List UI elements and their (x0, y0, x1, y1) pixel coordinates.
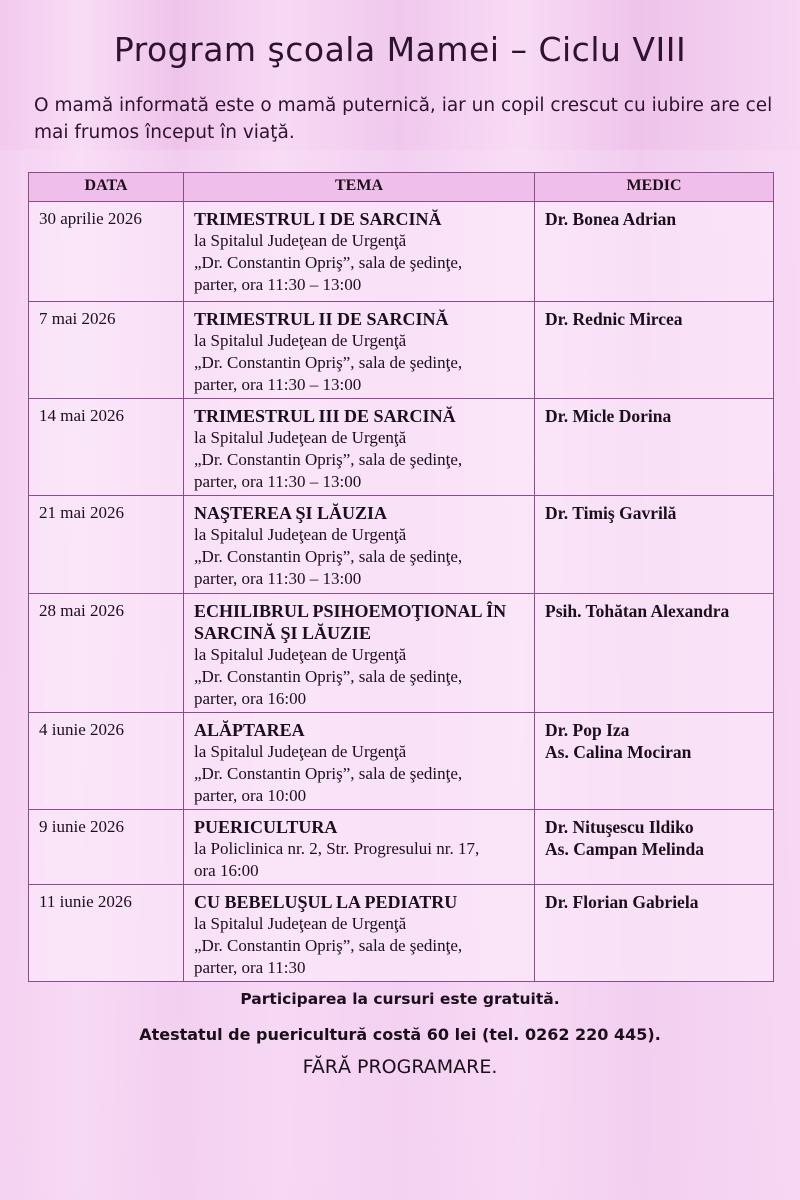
row-date: 9 iunie 2026 (28, 809, 184, 885)
topic-detail: „Dr. Constantin Opriş”, sala de şedinţe, (194, 547, 463, 566)
medic-name: Dr. Rednic Mircea (545, 309, 683, 329)
footer-no-appointment: FĂRĂ PROGRAMARE. (302, 1056, 498, 1078)
row-medic: Psih. Tohătan Alexandra (534, 593, 774, 713)
row-topic: TRIMESTRUL I DE SARCINĂ la Spitalul Judeţ… (183, 201, 535, 302)
topic-detail: ora 16:00 (194, 861, 259, 880)
topic-title: TRIMESTRUL III DE SARCINĂ (194, 406, 456, 426)
page-title: Program şcoala Mamei – Ciclu VIII (113, 30, 687, 69)
topic-detail: la Spitalul Judeţean de Urgenţă (194, 742, 407, 761)
row-topic: PUERICULTURA la Policlinica nr. 2, Str. P… (183, 809, 535, 885)
row-date: 11 iunie 2026 (28, 884, 184, 982)
topic-detail: „Dr. Constantin Opriş”, sala de şedinţe, (194, 667, 463, 686)
row-date: 7 mai 2026 (28, 301, 184, 399)
medic-name: As. Calina Mociran (545, 742, 692, 762)
header-data: DATA (28, 172, 184, 202)
topic-detail: parter, ora 16:00 (194, 689, 307, 708)
table-row: 7 mai 2026 TRIMESTRUL II DE SARCINĂ la Spi… (28, 301, 774, 399)
row-topic: TRIMESTRUL II DE SARCINĂ la Spitalul Jude… (183, 301, 535, 399)
table-row: 4 iunie 2026 ALĂPTAREA la Spitalul Judeţea… (28, 712, 774, 810)
topic-detail: „Dr. Constantin Opriş”, sala de şedinţe, (194, 764, 463, 783)
row-medic: Dr. Timiş Gavrilă (534, 495, 774, 594)
topic-detail: la Policlinica nr. 2, Str. Progresului n… (194, 839, 480, 858)
medic-name: Dr. Pop Iza (545, 720, 630, 740)
row-date: 30 aprilie 2026 (28, 201, 184, 302)
table-row: 30 aprilie 2026 TRIMESTRUL I DE SARCINĂ la… (28, 201, 774, 302)
row-date: 14 mai 2026 (28, 398, 184, 496)
topic-detail: „Dr. Constantin Opriş”, sala de şedinţe, (194, 353, 463, 372)
topic-detail: la Spitalul Judeţean de Urgenţă (194, 525, 407, 544)
row-medic: Dr. Pop Iza As. Calina Mociran (534, 712, 774, 810)
topic-title: PUERICULTURA (194, 817, 338, 837)
row-topic: CU BEBELUŞUL LA PEDIATRU la Spitalul Jude… (183, 884, 535, 982)
topic-detail: „Dr. Constantin Opriş”, sala de şedinţe, (194, 450, 463, 469)
footer-certificate: Atestatul de puericultură costă 60 lei (… (139, 1025, 661, 1044)
table-row: 9 iunie 2026 PUERICULTURA la Policlinica n… (28, 809, 774, 885)
row-topic: ALĂPTAREA la Spitalul Judeţean de Urgenţă… (183, 712, 535, 810)
row-medic: Dr. Nituşescu Ildiko As. Campan Melinda (534, 809, 774, 885)
topic-detail: parter, ora 11:30 (194, 958, 306, 977)
medic-name: Dr. Florian Gabriela (545, 892, 699, 912)
topic-title: TRIMESTRUL II DE SARCINĂ (194, 309, 449, 329)
medic-name: Dr. Bonea Adrian (545, 209, 677, 229)
topic-title: TRIMESTRUL I DE SARCINĂ (194, 209, 442, 229)
topic-detail: la Spitalul Judeţean de Urgenţă (194, 914, 407, 933)
topic-title: ALĂPTAREA (194, 720, 305, 740)
topic-detail: parter, ora 11:30 – 13:00 (194, 375, 362, 394)
topic-detail: la Spitalul Judeţean de Urgenţă (194, 331, 407, 350)
topic-detail: parter, ora 11:30 – 13:00 (194, 569, 362, 588)
row-topic: NAŞTEREA ŞI LĂUZIA la Spitalul Judeţean d… (183, 495, 535, 594)
subtitle: O mamă informată este o mamă puternică, … (34, 95, 773, 143)
schedule-table: DATA TEMA MEDIC 30 aprilie 2026 TRIMESTRU… (28, 172, 774, 982)
topic-detail: „Dr. Constantin Opriş”, sala de şedinţe, (194, 936, 463, 955)
topic-title: NAŞTEREA ŞI LĂUZIA (194, 503, 388, 523)
topic-detail: la Spitalul Judeţean de Urgenţă (194, 428, 407, 447)
topic-detail: parter, ora 11:30 – 13:00 (194, 275, 362, 294)
row-medic: Dr. Rednic Mircea (534, 301, 774, 399)
header-tema: TEMA (183, 172, 535, 202)
topic-title: ECHILIBRUL PSIHOEMOŢIONAL ÎN SARCINĂ ŞI … (194, 601, 507, 643)
row-date: 4 iunie 2026 (28, 712, 184, 810)
medic-name: Dr. Timiş Gavrilă (545, 503, 677, 523)
row-medic: Dr. Florian Gabriela (534, 884, 774, 982)
row-medic: Dr. Bonea Adrian (534, 201, 774, 302)
table-row: 11 iunie 2026 CU BEBELUŞUL LA PEDIATRU la … (28, 884, 774, 982)
footer-free: Participarea la cursuri este gratuită. (240, 990, 560, 1008)
topic-detail: „Dr. Constantin Opriş”, sala de şedinţe, (194, 253, 463, 272)
table-row: 14 mai 2026 TRIMESTRUL III DE SARCINĂ la S… (28, 398, 774, 496)
topic-title: CU BEBELUŞUL LA PEDIATRU (194, 892, 458, 912)
table-row: 21 mai 2026 NAŞTEREA ŞI LĂUZIA la Spitalul… (28, 495, 774, 594)
table-header-row: DATA TEMA MEDIC (28, 172, 774, 202)
topic-detail: parter, ora 11:30 – 13:00 (194, 472, 362, 491)
header-medic: MEDIC (534, 172, 774, 202)
topic-detail: la Spitalul Judeţean de Urgenţă (194, 645, 407, 664)
row-topic: ECHILIBRUL PSIHOEMOŢIONAL ÎN SARCINĂ ŞI … (183, 593, 535, 713)
topic-detail: parter, ora 10:00 (194, 786, 307, 805)
row-date: 28 mai 2026 (28, 593, 184, 713)
topic-detail: la Spitalul Judeţean de Urgenţă (194, 231, 407, 250)
row-topic: TRIMESTRUL III DE SARCINĂ la Spitalul Jud… (183, 398, 535, 496)
row-date: 21 mai 2026 (28, 495, 184, 594)
medic-name: Dr. Nituşescu Ildiko (545, 817, 694, 837)
medic-name: Dr. Micle Dorina (545, 406, 672, 426)
table-row: 28 mai 2026 ECHILIBRUL PSIHOEMOŢIONAL ÎN … (28, 593, 774, 713)
medic-name: Psih. Tohătan Alexandra (545, 601, 730, 621)
medic-name: As. Campan Melinda (545, 839, 704, 859)
row-medic: Dr. Micle Dorina (534, 398, 774, 496)
